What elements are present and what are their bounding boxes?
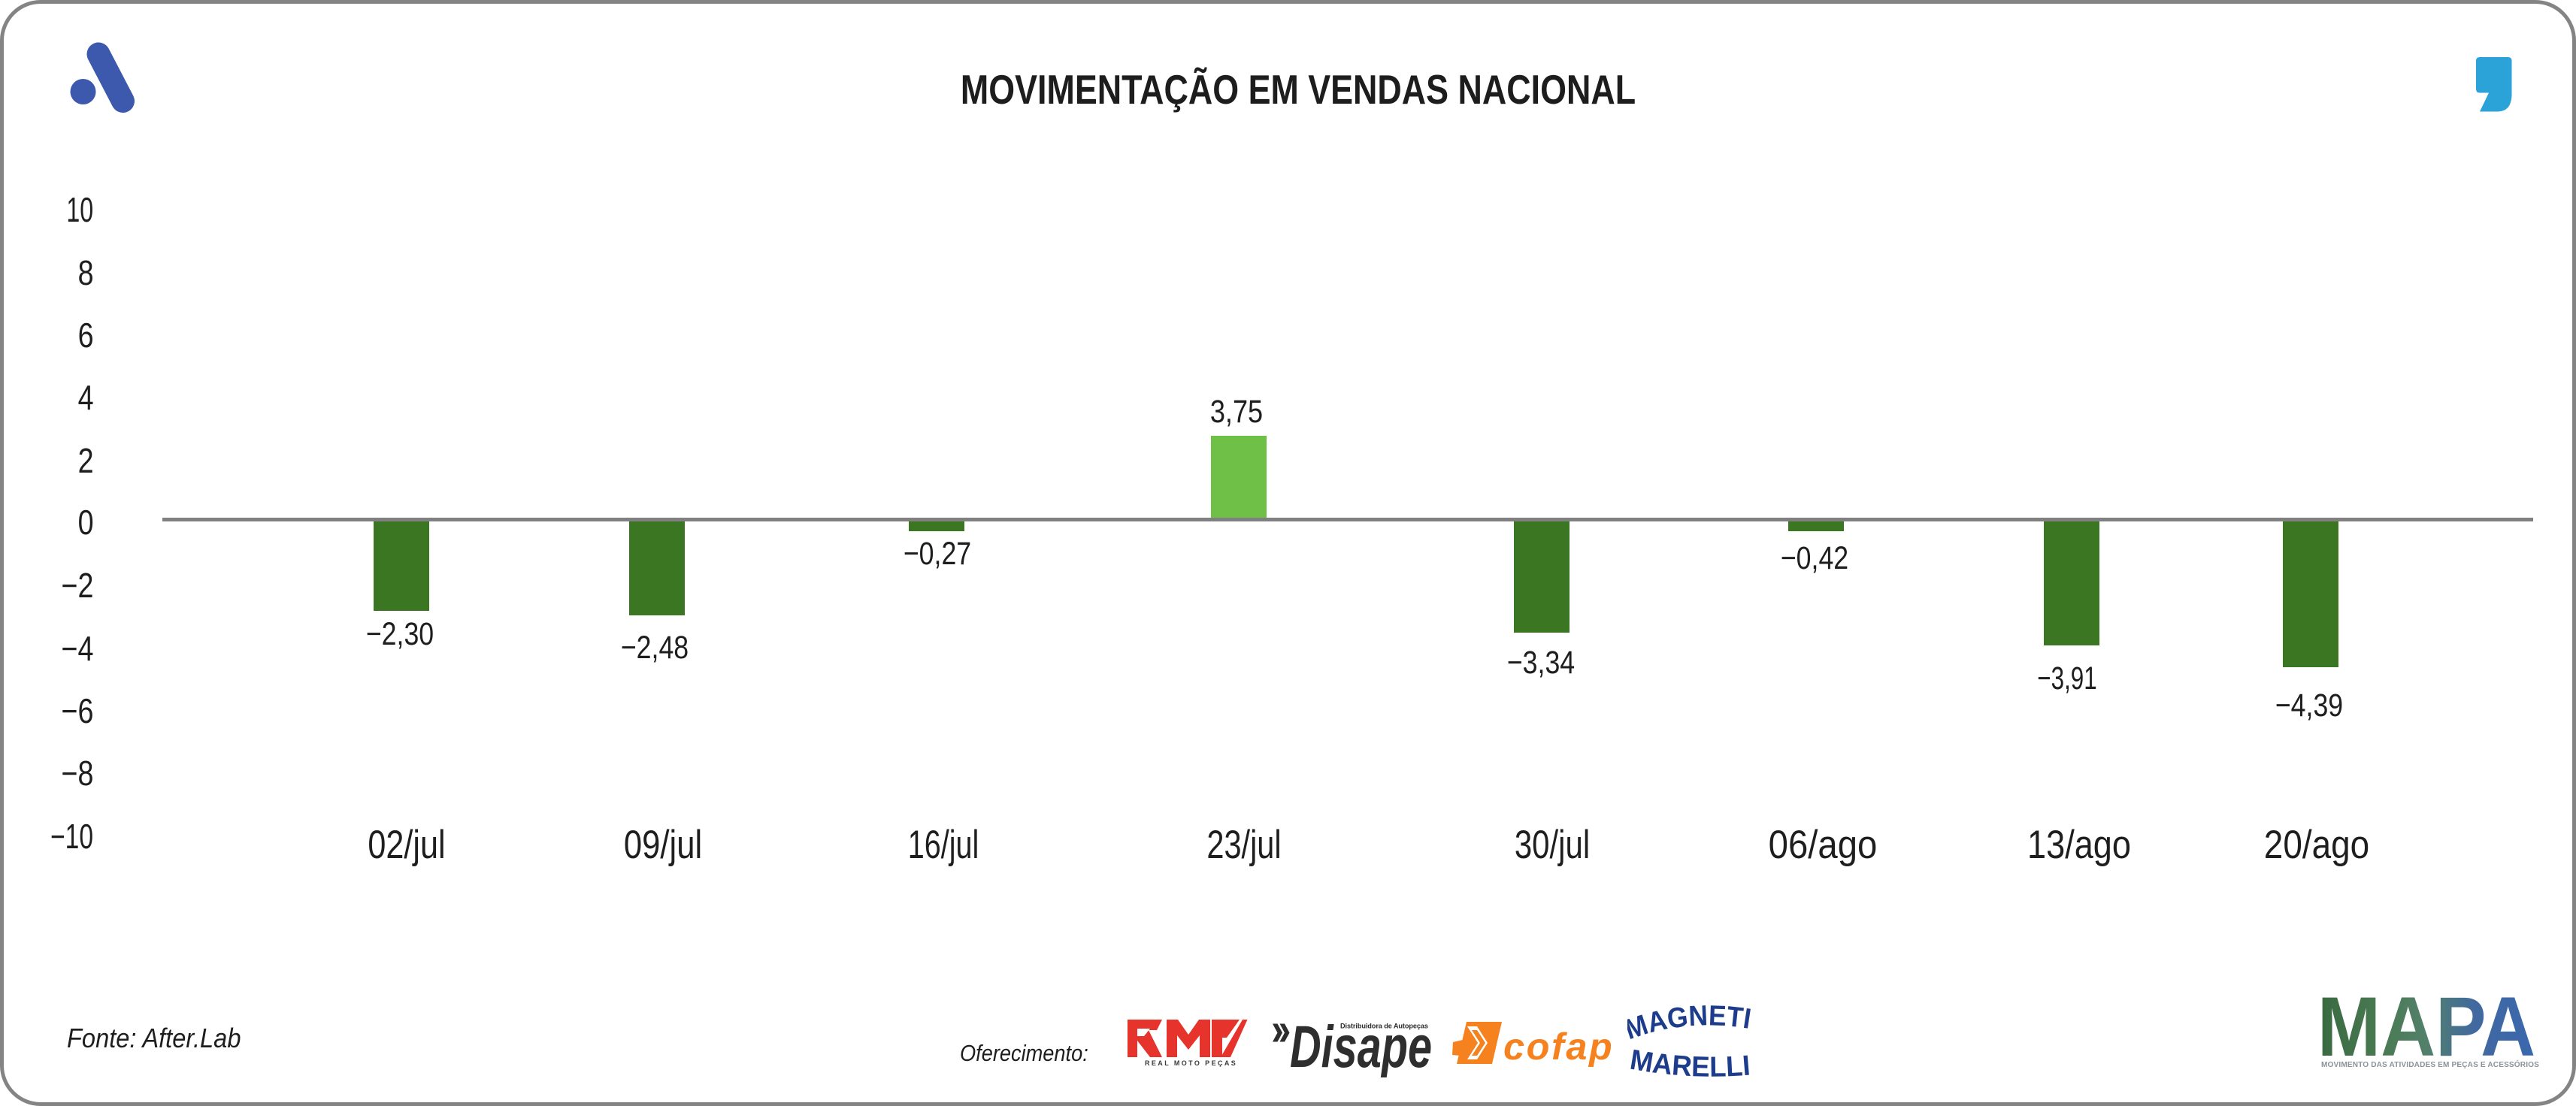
svg-text:cofap: cofap: [1503, 1026, 1614, 1067]
svg-text:Distribuidora de Autopeças: Distribuidora de Autopeças: [1340, 1023, 1428, 1030]
svg-text:MARELLI: MARELLI: [1628, 1044, 1751, 1077]
svg-text:MAGNETI: MAGNETI: [1627, 1001, 1753, 1046]
svg-text:REAL MOTO PEÇAS: REAL MOTO PEÇAS: [1145, 1059, 1237, 1067]
svg-text:Disape: Disape: [1290, 1016, 1432, 1077]
